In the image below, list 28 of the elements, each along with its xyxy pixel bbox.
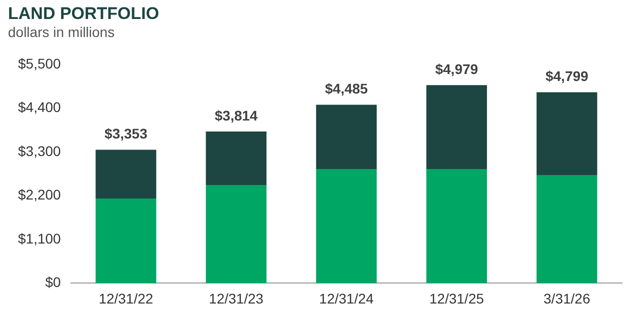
bar <box>96 150 156 198</box>
y-tick-label: $3,300 <box>18 142 62 159</box>
y-tick-label: $5,500 <box>18 55 62 72</box>
total-label: $4,979 <box>435 60 478 77</box>
total-label: $4,799 <box>545 68 588 84</box>
y-tick-label: $1,100 <box>18 230 62 246</box>
total-label: $3,353 <box>104 126 148 142</box>
bar <box>206 184 266 284</box>
bar <box>206 131 266 185</box>
chart-title: LAND PORTFOLIO <box>8 4 160 24</box>
x-tick-label: 12/31/23 <box>208 290 264 306</box>
x-tick-label: 12/31/24 <box>319 290 374 306</box>
bar <box>536 92 598 176</box>
total-label: $3,814 <box>214 107 258 124</box>
bar <box>316 169 377 284</box>
bar <box>536 175 598 284</box>
y-tick-label: $0 <box>45 274 62 290</box>
y-tick-label: $4,400 <box>18 99 62 116</box>
x-tick-label: 3/31/26 <box>544 290 590 306</box>
chart-subtitle: dollars in millions <box>8 24 116 40</box>
bar <box>426 169 487 284</box>
x-tick-label: 12/31/25 <box>429 290 484 306</box>
y-tick-label: $2,200 <box>18 186 62 203</box>
bar <box>426 85 487 170</box>
x-tick-label: 12/31/22 <box>98 290 154 306</box>
total-label: $4,485 <box>324 80 368 97</box>
bar <box>316 104 377 170</box>
bar <box>96 198 156 284</box>
